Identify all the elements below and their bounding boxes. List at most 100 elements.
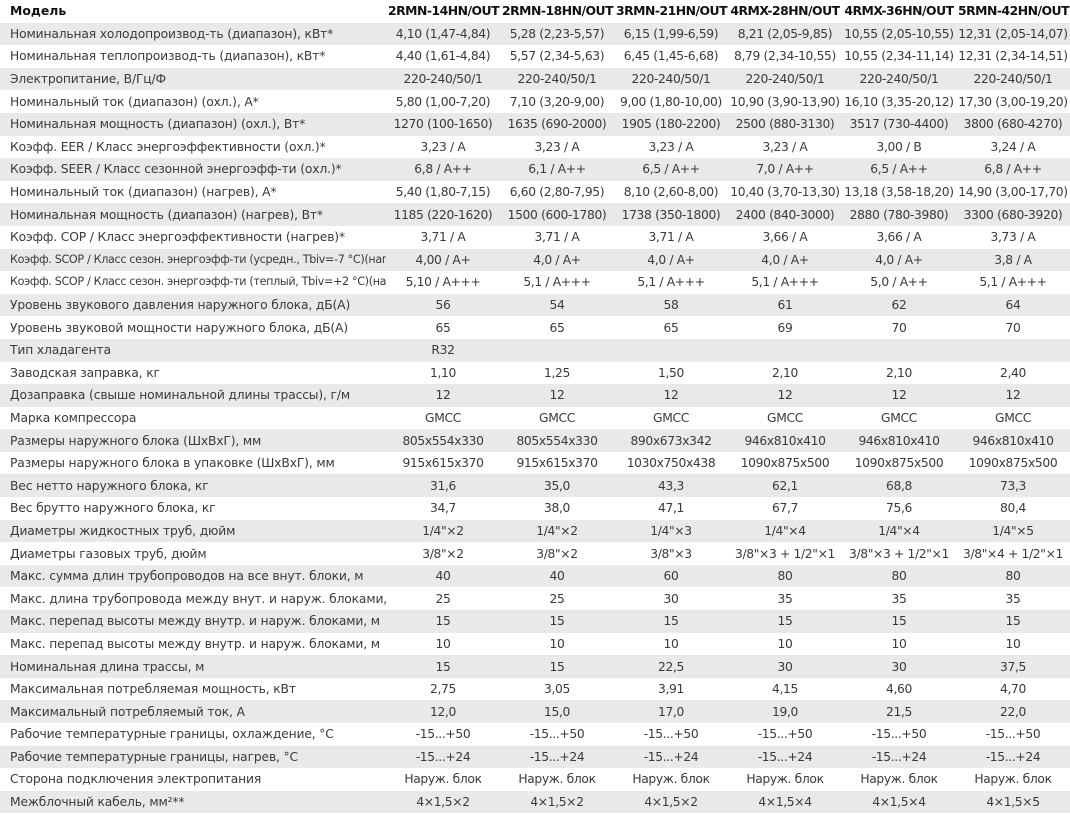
- row-value: 10,40 (3,70-13,30): [730, 185, 840, 200]
- row-value: 6,45 (1,45-6,68): [623, 49, 719, 64]
- table-row: Рабочие температурные границы, нагрев, °…: [0, 745, 1070, 769]
- row-label: Максимальная потребляемая мощность, кВт: [10, 682, 296, 697]
- row-value: -15...+50: [643, 727, 699, 742]
- row-value: -15...+24: [985, 749, 1041, 764]
- row-value: 30: [663, 591, 679, 606]
- row-value: 40: [435, 569, 451, 584]
- row-value: 19,0: [772, 704, 798, 719]
- row-label: Номинальный ток (диапазон) (нагрев), А*: [10, 185, 277, 200]
- row-value: 4×1,5×2: [644, 795, 698, 810]
- row-value: Наруж. блок: [860, 772, 938, 787]
- row-value: 9,00 (1,80-10,00): [620, 94, 722, 109]
- row-value: 21,5: [886, 704, 912, 719]
- row-value: 3/8"×4 + 1/2"×1: [962, 546, 1064, 561]
- row-value: 54: [549, 298, 565, 313]
- row-value: 2,10: [772, 365, 798, 380]
- row-label: Заводская заправка, кг: [10, 365, 160, 380]
- row-value: 946x810x410: [744, 433, 826, 448]
- header-model-name: 4RMX-36HN/OUT: [844, 3, 954, 19]
- row-value: [956, 339, 1070, 362]
- row-value: -15...+50: [871, 727, 927, 742]
- row-value: 3,24 / A: [990, 139, 1036, 154]
- row-value: 67,7: [772, 501, 798, 516]
- row-value: 35,0: [544, 478, 570, 493]
- row-value: 7,0 / A++: [756, 162, 814, 177]
- row-value: 4×1,5×4: [872, 795, 926, 810]
- row-value: 5,0 / A++: [870, 275, 928, 290]
- row-value: 946x810x410: [858, 433, 940, 448]
- row-value: 1090x875x500: [968, 456, 1058, 471]
- row-label: Номинальная холодопроизвод-ть (диапазон)…: [10, 26, 334, 41]
- row-value: 38,0: [544, 501, 570, 516]
- row-value: 8,10 (2,60-8,00): [623, 185, 719, 200]
- row-label: Коэфф. SEER / Класс сезонной энергоэфф-т…: [10, 162, 342, 177]
- row-label: Размеры наружного блока в упаковке (ШхВх…: [10, 456, 335, 471]
- table-row: Номинальная мощность (диапазон) (охл.), …: [0, 112, 1070, 136]
- row-value: 5,10 / A+++: [405, 275, 481, 290]
- row-value: 73,3: [1000, 478, 1026, 493]
- table-row: Номинальная длина трассы, м 15 15 22,5 30 30 3…: [0, 655, 1070, 678]
- row-value: 6,8 / A++: [984, 162, 1042, 177]
- row-value: 3,66 / A: [762, 230, 808, 245]
- row-value: 220-240/50/1: [517, 72, 597, 87]
- row-value: 40: [549, 569, 565, 584]
- row-value: 4,10 (1,47-4,84): [395, 26, 491, 41]
- row-label: Номинальный ток (диапазон) (охл.), А*: [10, 94, 259, 109]
- table-row: Размеры наружного блока (ШхВхГ), мм 805x5…: [0, 429, 1070, 452]
- row-value: 3,23 / A: [534, 139, 580, 154]
- header-model-name: 2RMN-14HN/OUT: [388, 3, 500, 19]
- row-value: 6,15 (1,99-6,59): [623, 26, 719, 41]
- row-label: Номинальная мощность (диапазон) (охл.), …: [10, 117, 306, 132]
- row-value: 10,55 (2,34-11,14): [844, 49, 954, 64]
- table-row: Номинальный ток (диапазон) (охл.), А* 5,8…: [0, 90, 1070, 113]
- row-value: GMCC: [653, 410, 689, 425]
- row-value: 12: [663, 388, 679, 403]
- row-value: 35: [777, 591, 793, 606]
- row-value: 915x615x370: [402, 456, 484, 471]
- row-label: Номинальная длина трассы, м: [10, 659, 205, 674]
- table-row: Номинальная холодопроизвод-ть (диапазон)…: [0, 22, 1070, 46]
- row-value: 12: [777, 388, 793, 403]
- table-row: Максимальная потребляемая мощность, кВт 2…: [0, 677, 1070, 701]
- row-value: 220-240/50/1: [859, 72, 939, 87]
- row-value: 3,71 / A: [420, 230, 466, 245]
- row-value: 5,40 (1,80-7,15): [395, 185, 491, 200]
- row-label: Дозаправка (свыше номинальной длины трас…: [10, 388, 350, 403]
- row-value: 5,1 / A+++: [637, 275, 705, 290]
- row-value: 12: [891, 388, 907, 403]
- row-value: -15...+24: [871, 749, 927, 764]
- row-value: 4,0 / A+: [875, 252, 923, 267]
- row-label: Диаметры жидкостных труб, дюйм: [10, 523, 236, 538]
- row-value: [614, 339, 728, 362]
- table-row: Макс. длина трубопровода между внут. и н…: [0, 587, 1070, 611]
- row-value: 6,5 / A++: [642, 162, 700, 177]
- table-row: Коэфф. EER / Класс энергоэффективности (…: [0, 135, 1070, 159]
- row-value: 8,79 (2,34-10,55): [734, 49, 836, 64]
- row-value: 3,23 / A: [420, 139, 466, 154]
- row-value: 1/4"×2: [422, 523, 464, 538]
- row-value: 70: [1005, 320, 1021, 335]
- row-value: Наруж. блок: [974, 772, 1052, 787]
- row-value: -15...+24: [757, 749, 813, 764]
- row-value: 220-240/50/1: [745, 72, 825, 87]
- row-value: 1090x875x500: [740, 456, 830, 471]
- row-label: Номинальная мощность (диапазон) (нагрев)…: [10, 207, 323, 222]
- row-value: 25: [549, 591, 565, 606]
- table-row: Сторона подключения электропитания Наруж.…: [0, 768, 1070, 791]
- table-row: Марка компрессора GMCC GMCC GMCC GMCC GMCC GMC…: [0, 406, 1070, 430]
- table-row: Электропитание, В/Гц/Ф 220-240/50/1 220-24…: [0, 67, 1070, 91]
- row-value: 2,40: [1000, 365, 1026, 380]
- row-value: 68,8: [886, 478, 912, 493]
- row-value: 12: [1005, 388, 1021, 403]
- row-value: 14,90 (3,00-17,70): [958, 185, 1068, 200]
- row-value: 13,18 (3,58-18,20): [844, 185, 954, 200]
- row-value: 3,00 / B: [876, 139, 922, 154]
- row-value: 4×1,5×2: [416, 795, 470, 810]
- row-label: Сторона подключения электропитания: [10, 772, 262, 787]
- row-value: 1/4"×5: [992, 523, 1034, 538]
- row-value: 70: [891, 320, 907, 335]
- row-value: 69: [777, 320, 793, 335]
- row-value: 2,10: [886, 365, 912, 380]
- row-value: 1270 (100-1650): [393, 117, 493, 132]
- row-value: 5,1 / A+++: [979, 275, 1047, 290]
